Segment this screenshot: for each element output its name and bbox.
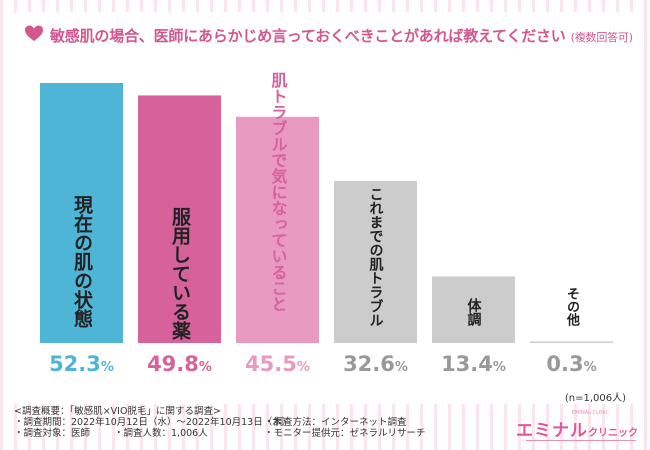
value-number: 32.6 bbox=[343, 352, 395, 376]
bar-4 bbox=[334, 180, 417, 343]
bar-2 bbox=[138, 95, 221, 343]
survey-provider: ・モニター提供元：ゼネラルリサーチ bbox=[264, 428, 426, 439]
heart-icon bbox=[25, 25, 43, 41]
logo-sub-text: クリニック bbox=[588, 428, 638, 439]
category-label-1: 現在の肌の状態 bbox=[71, 195, 93, 328]
bar-1 bbox=[40, 83, 123, 343]
value-number: 52.3 bbox=[49, 352, 101, 376]
value-label-6: 0.3% bbox=[527, 352, 617, 376]
chart-title-text: 敏感肌の場合、医師にあらかじめ言っておくべきことがあれば教えてください bbox=[50, 27, 566, 45]
category-label-4: これまでの肌トラブル bbox=[367, 186, 384, 327]
chart-title-note: (複数回答可) bbox=[570, 31, 633, 44]
value-unit: % bbox=[198, 360, 212, 375]
logo-main-text: エミナル bbox=[516, 421, 588, 441]
value-label-5: 13.4% bbox=[429, 352, 519, 376]
chart-title: 敏感肌の場合、医師にあらかじめ言っておくべきことがあれば教えてください (複数回… bbox=[50, 25, 640, 46]
survey-target: ・調査対象：医師 bbox=[14, 428, 91, 439]
value-unit: % bbox=[100, 360, 114, 375]
category-label-5: 体調 bbox=[465, 298, 482, 327]
bar-5 bbox=[432, 276, 515, 343]
value-unit: % bbox=[296, 360, 310, 375]
value-number: 13.4 bbox=[441, 352, 493, 376]
survey-method: ・調査方法：インターネット調査 bbox=[264, 417, 407, 428]
bar-3 bbox=[236, 116, 319, 344]
survey-heading: <調査概要：「敏感肌×VIO脱毛」に関する調査> bbox=[14, 406, 221, 417]
category-label-6: その他 bbox=[564, 287, 579, 326]
logo-underline bbox=[526, 440, 636, 441]
value-unit: % bbox=[492, 360, 506, 375]
survey-count: ・調査人数：1,006人 bbox=[114, 428, 208, 439]
survey-period: ・調査期間：2022年10月12日（水）〜2022年10月13日（木） bbox=[14, 417, 292, 428]
clinic-logo: EMINAL CLINIC エミナルクリニック bbox=[516, 410, 638, 441]
category-label-2: 服用している薬 bbox=[169, 207, 191, 341]
value-number: 49.8 bbox=[147, 352, 199, 376]
value-number: 0.3 bbox=[546, 352, 584, 376]
logo-tiny-text: EMINAL CLINIC bbox=[572, 410, 609, 416]
category-label-3: 肌トラブルで気になっていること bbox=[268, 72, 288, 312]
value-unit: % bbox=[394, 360, 408, 375]
value-label-1: 52.3% bbox=[37, 352, 127, 376]
bar-group bbox=[40, 83, 613, 344]
value-unit: % bbox=[583, 360, 597, 375]
value-label-4: 32.6% bbox=[331, 352, 421, 376]
value-label-2: 49.8% bbox=[135, 352, 225, 376]
value-label-3: 45.5% bbox=[233, 352, 323, 376]
bar-6 bbox=[530, 341, 613, 343]
value-number: 45.5 bbox=[245, 352, 297, 376]
sample-size-note: (n=1,006人) bbox=[564, 393, 626, 404]
